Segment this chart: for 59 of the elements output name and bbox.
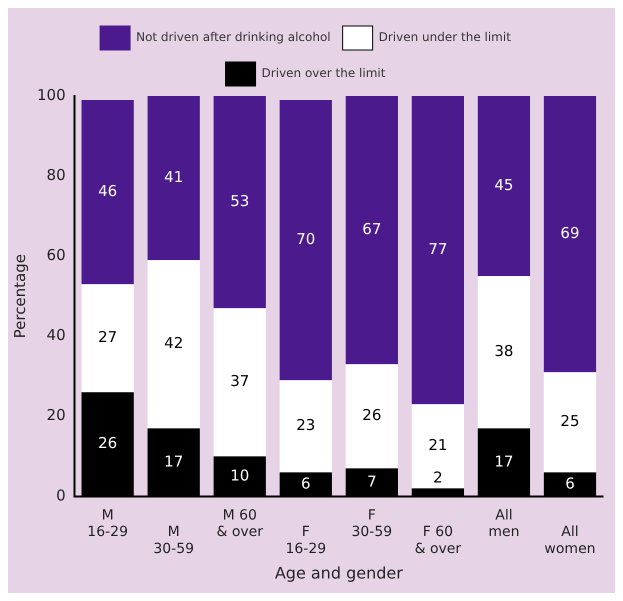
bar <box>148 260 200 428</box>
data-label: 45 <box>494 176 514 194</box>
data-label: 10 <box>230 466 250 484</box>
x-tick-label: F 16-29 <box>285 524 326 558</box>
x-tick-label: M 16-29 <box>87 507 128 540</box>
x-tick-label: All men <box>488 507 520 540</box>
y-tick-label: 80 <box>46 166 66 184</box>
legend-label: Driven over the limit <box>262 66 386 80</box>
data-label: 26 <box>98 434 118 452</box>
data-label: 70 <box>296 230 316 248</box>
bar <box>412 96 464 404</box>
data-label: 53 <box>230 192 250 210</box>
legend-label: Not driven after drinking alcohol <box>136 30 331 44</box>
x-tick-label: All women <box>544 524 596 558</box>
data-label: 2 <box>433 468 443 486</box>
bar <box>280 380 332 472</box>
bar <box>478 96 530 276</box>
bar <box>214 308 266 456</box>
y-tick-label: 40 <box>46 326 66 344</box>
bar <box>346 96 398 364</box>
data-label: 67 <box>362 220 382 238</box>
x-tick-label: M 30-59 <box>153 524 194 558</box>
y-axis-title: Percentage <box>10 254 29 338</box>
data-label: 23 <box>296 416 316 434</box>
bar <box>544 372 596 472</box>
data-label: 69 <box>560 224 580 242</box>
x-tick-label: F 30-59 <box>351 507 392 540</box>
bar <box>346 364 398 468</box>
data-label: 7 <box>367 472 377 490</box>
data-label: 42 <box>164 334 184 352</box>
data-label: 17 <box>494 452 514 470</box>
data-label: 6 <box>565 474 575 492</box>
data-label: 46 <box>98 182 118 200</box>
y-tick-label: 20 <box>46 406 66 424</box>
y-tick-label: 0 <box>56 486 66 504</box>
bar <box>478 276 530 428</box>
data-label: 21 <box>428 436 448 454</box>
bar <box>82 284 134 392</box>
legend-label: Driven under the limit <box>378 30 512 44</box>
y-tick-label: 100 <box>36 86 66 104</box>
x-tick-label: M 60 & over <box>216 507 264 540</box>
data-label: 26 <box>362 406 382 424</box>
data-label: 17 <box>164 452 184 470</box>
x-axis-title: Age and gender <box>274 564 404 583</box>
bar <box>148 96 200 260</box>
data-label: 6 <box>301 474 311 492</box>
y-tick-label: 60 <box>46 246 66 264</box>
bar <box>412 404 464 488</box>
x-tick-label: F 60 & over <box>414 524 462 558</box>
data-label: 77 <box>428 240 448 258</box>
bar <box>82 100 134 284</box>
data-label: 38 <box>494 342 514 360</box>
data-label: 41 <box>164 168 184 186</box>
data-label: 37 <box>230 372 250 390</box>
data-label: 25 <box>560 412 580 430</box>
bar <box>544 96 596 372</box>
data-label: 27 <box>98 328 118 346</box>
bar <box>214 96 266 308</box>
bar <box>280 100 332 380</box>
